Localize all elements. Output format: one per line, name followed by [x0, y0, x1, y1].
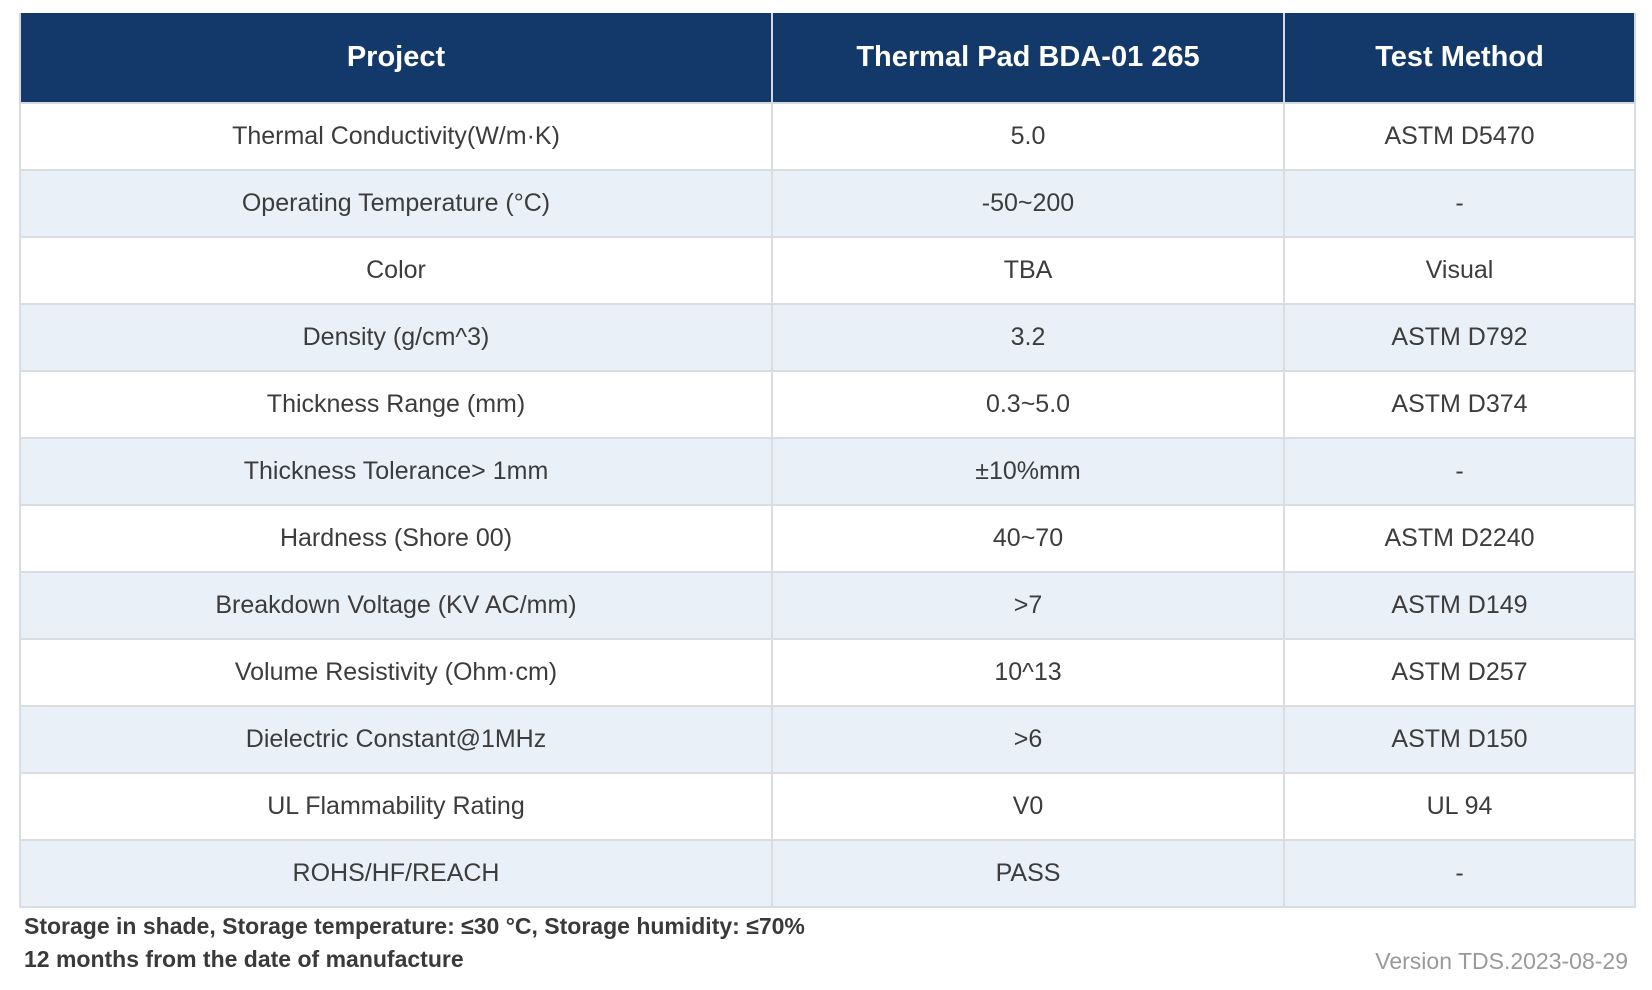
cell-value: >6 — [771, 705, 1285, 774]
cell-value: 5.0 — [771, 102, 1285, 171]
cell-value: >7 — [771, 571, 1285, 640]
spec-table: Project Thermal Pad BDA-01 265 Test Meth… — [19, 13, 1636, 908]
table-row: Hardness (Shore 00) 40~70 ASTM D2240 — [19, 504, 1636, 573]
cell-property: Density (g/cm^3) — [19, 303, 773, 372]
cell-property: Thickness Tolerance> 1mm — [19, 437, 773, 506]
cell-value: 40~70 — [771, 504, 1285, 573]
cell-value: 10^13 — [771, 638, 1285, 707]
cell-property: Breakdown Voltage (KV AC/mm) — [19, 571, 773, 640]
cell-property: Dielectric Constant@1MHz — [19, 705, 773, 774]
cell-value: PASS — [771, 839, 1285, 908]
cell-value: -50~200 — [771, 169, 1285, 238]
table-row: Operating Temperature (°C) -50~200- — [19, 169, 1636, 238]
cell-property: ROHS/HF/REACH — [19, 839, 773, 908]
table-row: Color TBA Visual — [19, 236, 1636, 305]
cell-property: Thickness Range (mm) — [19, 370, 773, 439]
cell-property: Color — [19, 236, 773, 305]
cell-test-method: - — [1283, 169, 1636, 238]
cell-test-method: ASTM D5470 — [1283, 102, 1636, 171]
cell-test-method: ASTM D792 — [1283, 303, 1636, 372]
cell-property: Volume Resistivity (Ohm·cm) — [19, 638, 773, 707]
table-row: Dielectric Constant@1MHz >6 ASTM D150 — [19, 705, 1636, 774]
cell-property: Hardness (Shore 00) — [19, 504, 773, 573]
cell-test-method: ASTM D257 — [1283, 638, 1636, 707]
cell-property: Operating Temperature (°C) — [19, 169, 773, 238]
table-row: UL Flammability Rating V0 UL 94 — [19, 772, 1636, 841]
table-row: Volume Resistivity (Ohm·cm) 10^13 ASTM D25… — [19, 638, 1636, 707]
table-row: ROHS/HF/REACH PASS - — [19, 839, 1636, 908]
shelf-life-note: 12 months from the date of manufacture — [24, 946, 464, 972]
storage-note: Storage in shade, Storage temperature: ≤… — [24, 913, 805, 939]
cell-value: ±10%mm — [771, 437, 1285, 506]
cell-value: V0 — [771, 772, 1285, 841]
header-product: Thermal Pad BDA-01 265 — [771, 13, 1285, 104]
header-project: Project — [19, 13, 773, 104]
cell-test-method: - — [1283, 839, 1636, 908]
cell-property: Thermal Conductivity(W/m·K) — [19, 102, 773, 171]
table-row: Breakdown Voltage (KV AC/mm) >7 ASTM D149 — [19, 571, 1636, 640]
header-test-method: Test Method — [1283, 13, 1636, 104]
cell-value: TBA — [771, 236, 1285, 305]
cell-property: UL Flammability Rating — [19, 772, 773, 841]
header-row: Project Thermal Pad BDA-01 265 Test Meth… — [19, 13, 1636, 104]
version-label: Version TDS.2023-08-29 — [1375, 948, 1628, 974]
table-row: Thickness Range (mm) 0.3~5.0 ASTM D374 — [19, 370, 1636, 439]
table-row: Density (g/cm^3) 3.2 ASTM D792 — [19, 303, 1636, 372]
cell-test-method: ASTM D149 — [1283, 571, 1636, 640]
cell-test-method: ASTM D2240 — [1283, 504, 1636, 573]
cell-test-method: ASTM D374 — [1283, 370, 1636, 439]
cell-test-method: Visual — [1283, 236, 1636, 305]
cell-value: 3.2 — [771, 303, 1285, 372]
table-row: Thermal Conductivity(W/m·K) 5.0 ASTM D5470 — [19, 102, 1636, 171]
cell-test-method: UL 94 — [1283, 772, 1636, 841]
cell-test-method: ASTM D150 — [1283, 705, 1636, 774]
table-row: Thickness Tolerance> 1mm ±10%mm - — [19, 437, 1636, 506]
cell-test-method: - — [1283, 437, 1636, 506]
cell-value: 0.3~5.0 — [771, 370, 1285, 439]
